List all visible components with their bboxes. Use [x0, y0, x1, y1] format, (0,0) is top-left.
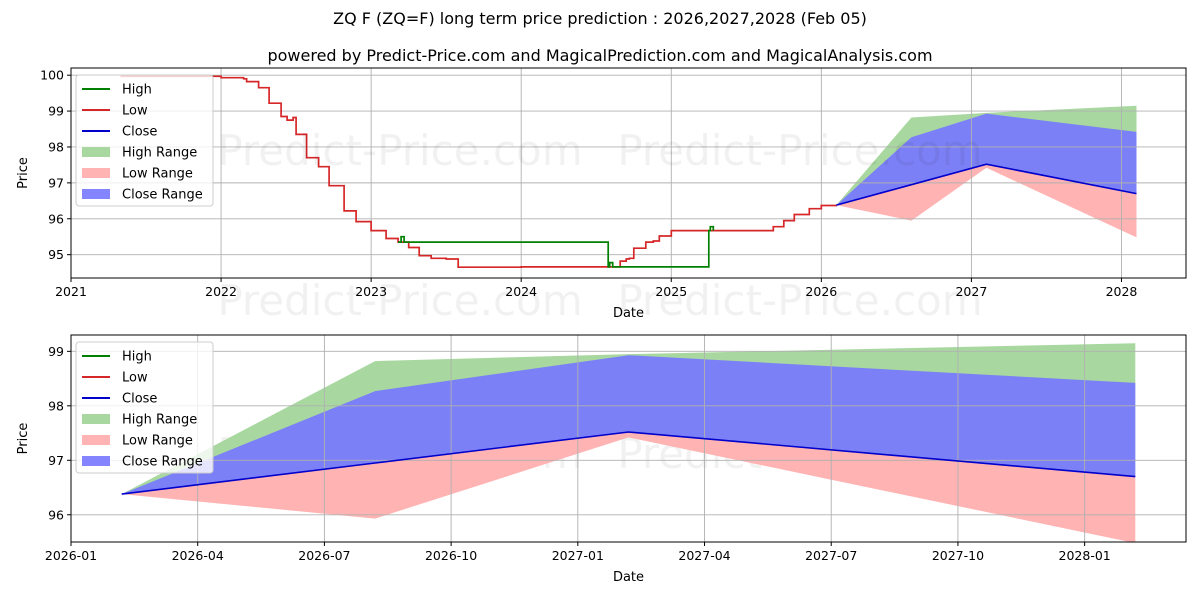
legend-swatch-low-range: [82, 168, 110, 178]
x-axis-label: Date: [613, 306, 644, 321]
legend: High Low Close High Range Low Range Close Ran…: [75, 74, 214, 207]
legend-label: High: [122, 83, 152, 98]
y-tick-label: 100: [40, 68, 64, 83]
x-tick-label: 2023: [355, 284, 387, 299]
legend: High Low Close High Range Low Range Close Ran…: [75, 341, 214, 474]
series-high-line: [398, 225, 715, 268]
plot-frame: [70, 334, 1187, 543]
legend-box: [75, 341, 214, 474]
x-tick-label: 2027-10: [932, 548, 984, 563]
x-tick-label: 2028: [1106, 284, 1138, 299]
legend-label: Low Range: [122, 434, 193, 449]
x-tick-label: 2026-07: [298, 548, 350, 563]
y-tick-label: 99: [48, 344, 64, 359]
series-close-line: [121, 431, 1136, 495]
x-tick-label: 2028-01: [1059, 548, 1111, 563]
series-close-line: [836, 163, 1137, 206]
legend-swatch-high-range: [82, 414, 110, 424]
series-low-line: [120, 75, 838, 269]
y-tick-label: 99: [48, 104, 64, 119]
x-tick-label: 2026-10: [425, 548, 477, 563]
legend-label: Close: [122, 125, 157, 140]
x-tick-label: 2026: [805, 284, 837, 299]
legend-label: Low: [122, 371, 148, 386]
y-tick-label: 97: [48, 175, 64, 190]
x-tick-label: 2027-01: [552, 548, 604, 563]
legend-swatch-close-range: [82, 456, 110, 466]
chart-title: ZQ F (ZQ=F) long term price prediction :…: [333, 9, 867, 28]
legend-swatch-high-range: [82, 147, 110, 157]
x-tick-label: 2026-04: [172, 548, 224, 563]
y-tick-label: 96: [48, 211, 64, 226]
x-tick-label: 2025: [655, 284, 687, 299]
y-axis-label: Price: [16, 157, 31, 189]
x-tick-label: 2021: [55, 284, 87, 299]
x-tick-label: 2024: [505, 284, 537, 299]
legend-swatch-close-range: [82, 189, 110, 199]
legend-box: [75, 74, 214, 207]
x-tick-label: 2027-07: [805, 548, 857, 563]
plot-frame: [70, 67, 1187, 279]
watermark-text: Predict-Price.com: [217, 276, 582, 325]
y-axis-label: Price: [16, 423, 31, 455]
x-axis-label: Date: [613, 570, 644, 585]
chart-history: 2021 2022 2023 2024 2025 2026 2027 2028 95 96 97 98…: [16, 67, 1187, 321]
watermark-text: Predict-Price.com: [617, 276, 982, 325]
y-tick-label: 98: [48, 139, 64, 154]
range-close-range: [121, 355, 1136, 495]
watermark-text: Predict-Price.com: [617, 126, 982, 175]
y-tick-label: 97: [48, 453, 64, 468]
legend-label: Low: [122, 104, 148, 119]
y-tick-label: 98: [48, 398, 64, 413]
legend-label: High: [122, 350, 152, 365]
range-close-range: [836, 113, 1137, 206]
x-tick-label: 2026-01: [45, 548, 97, 563]
x-tick-label: 2027: [955, 284, 987, 299]
legend-swatch-low-range: [82, 435, 110, 445]
legend-label: Close Range: [122, 188, 203, 203]
watermark-text: Predict-Price.com: [217, 126, 582, 175]
legend-label: Close: [122, 392, 157, 407]
x-tick-label: 2027-04: [678, 548, 730, 563]
x-tick-label: 2022: [205, 284, 237, 299]
y-tick-label: 96: [48, 507, 64, 522]
chart-subtitle: powered by Predict-Price.com and Magical…: [267, 46, 933, 65]
legend-label: Low Range: [122, 167, 193, 182]
legend-label: Close Range: [122, 455, 203, 470]
legend-label: High Range: [122, 146, 197, 161]
chart-forecast: Predict-Price.comPredict-Price.com2026-0…: [16, 334, 1187, 585]
y-tick-label: 95: [48, 247, 64, 262]
legend-label: High Range: [122, 413, 197, 428]
